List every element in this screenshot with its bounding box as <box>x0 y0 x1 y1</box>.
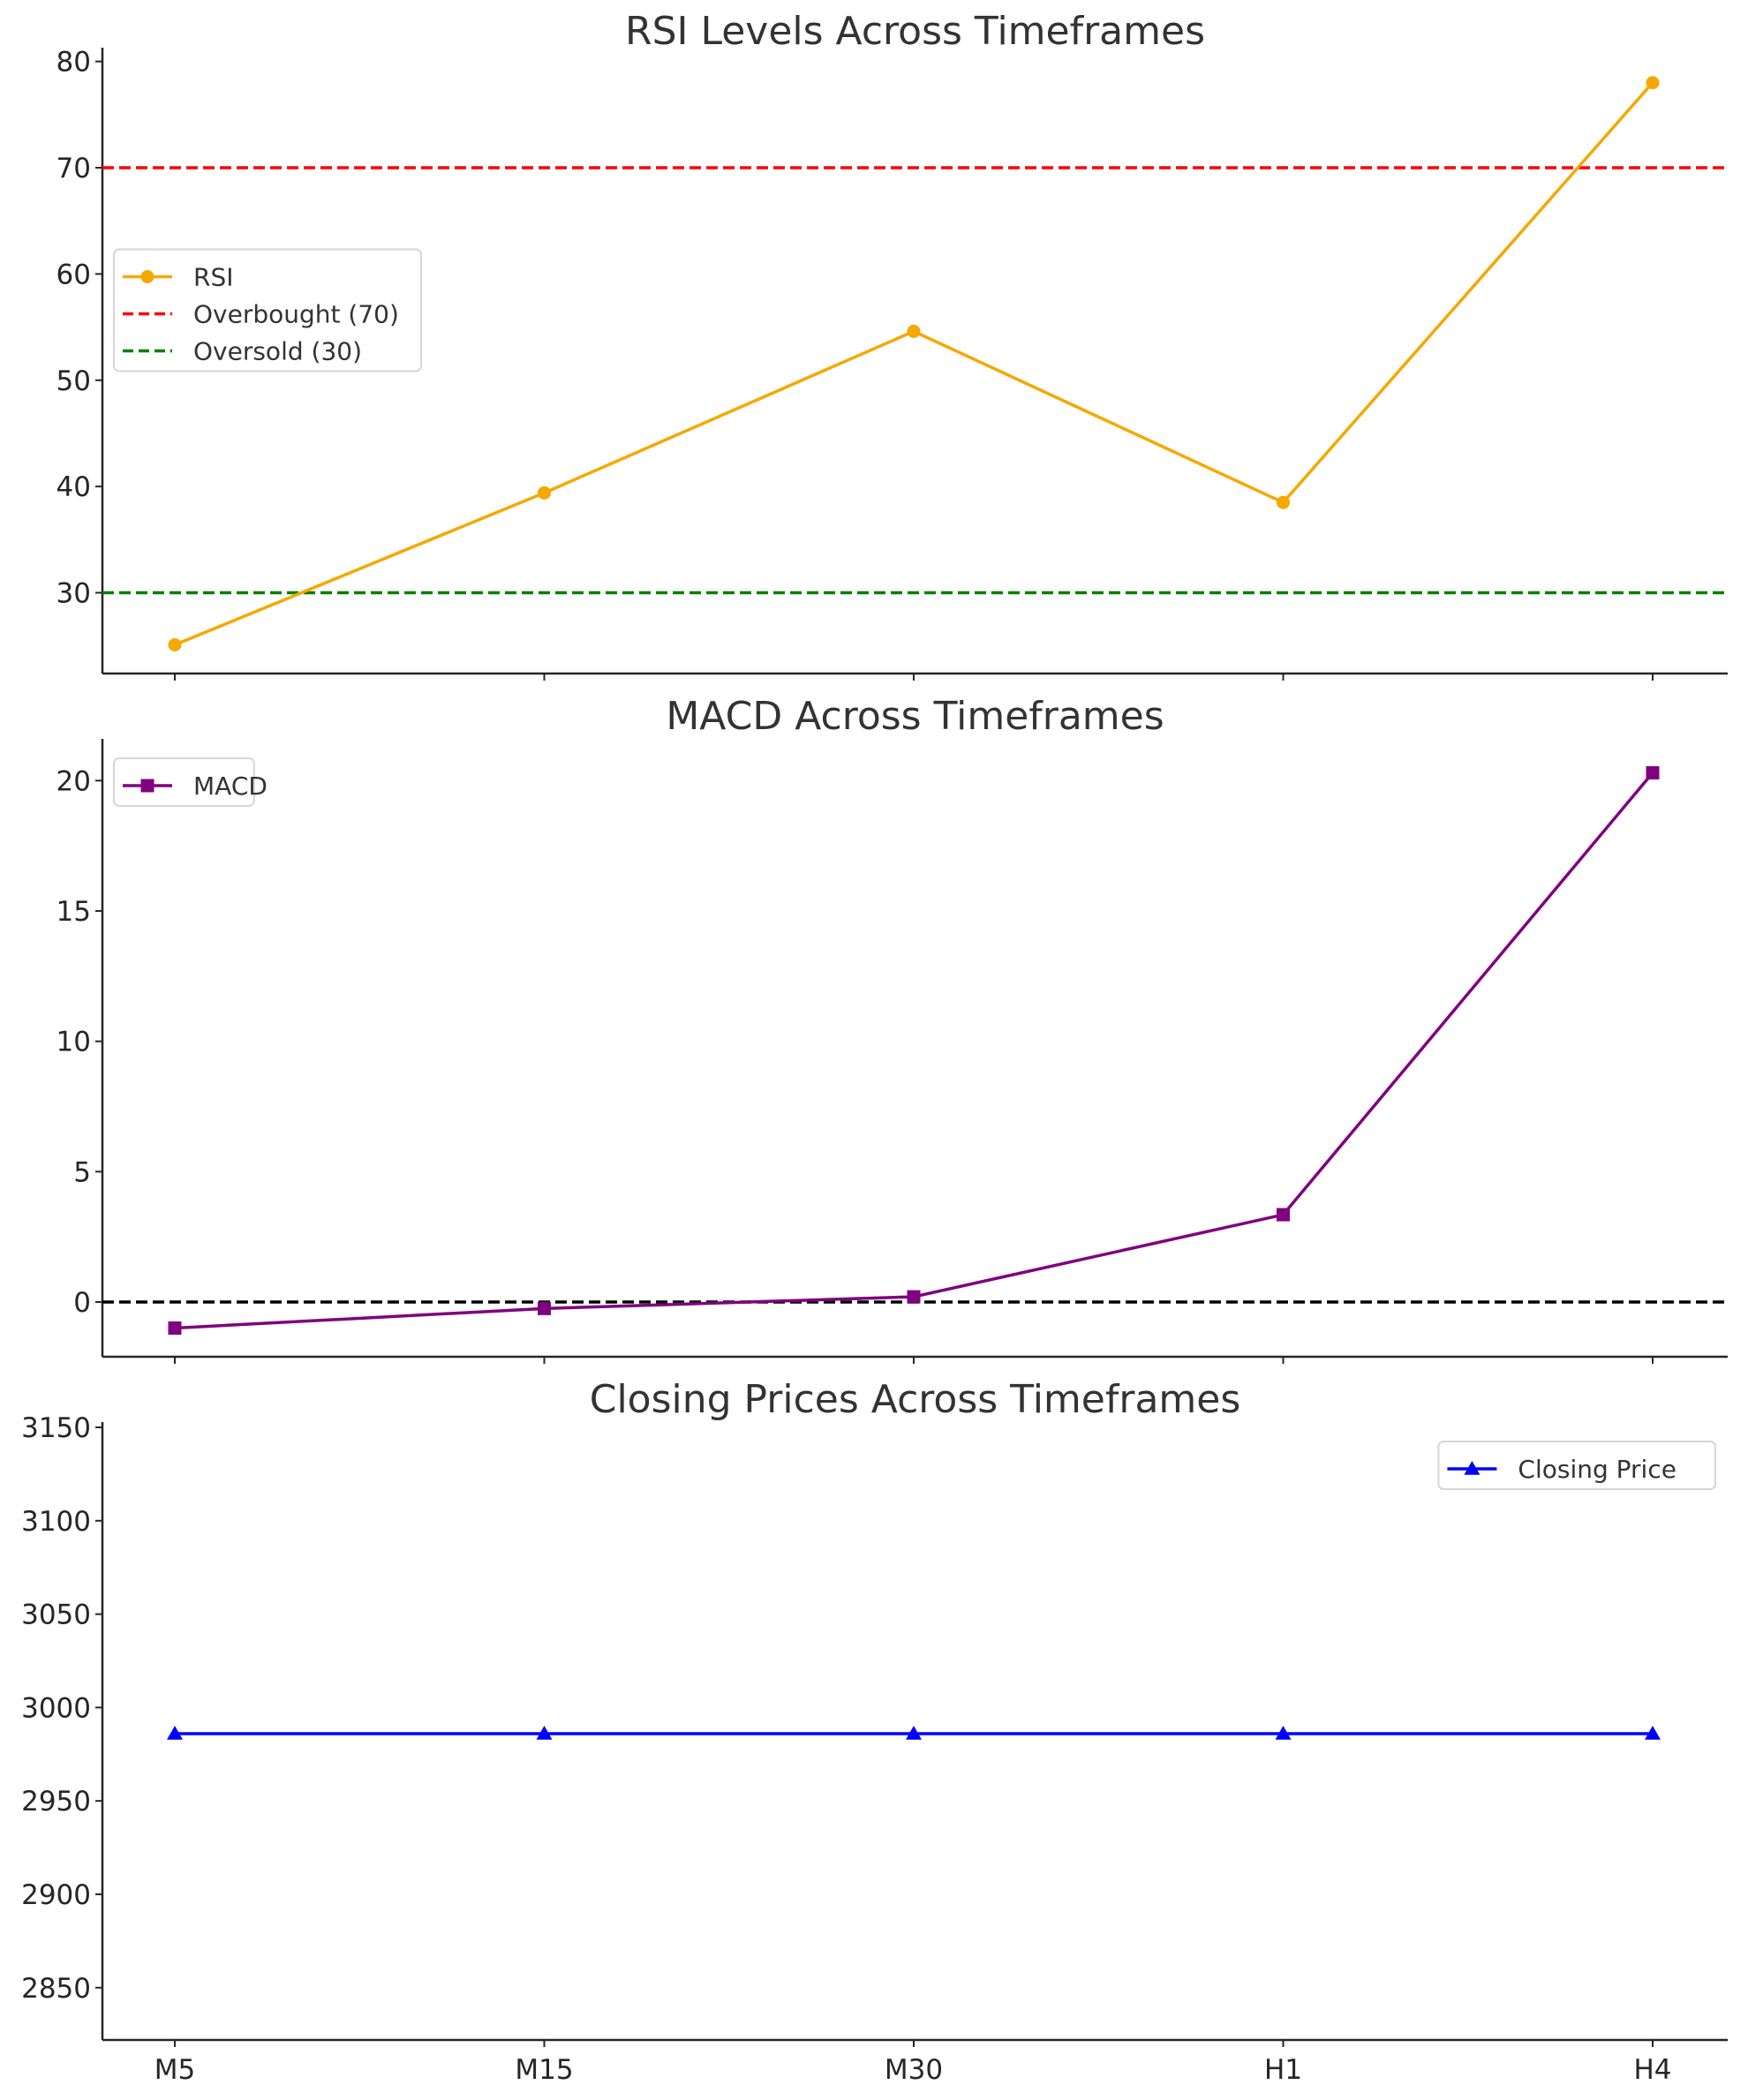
y-tick-label: 40 <box>57 471 91 503</box>
y-tick-label: 5 <box>73 1156 91 1188</box>
legend-marker <box>140 779 154 793</box>
data-point <box>168 1321 182 1336</box>
chart-title: Closing Prices Across Timeframes <box>590 1377 1241 1422</box>
legend-box <box>1437 1441 1717 1490</box>
chart-panel-2: MACD Across Timeframes 0 5 10 15 20 MACD <box>57 694 1728 1364</box>
x-tick-label: M30 <box>885 2054 943 2086</box>
data-point <box>1275 1726 1292 1740</box>
chart-legend: Closing Price <box>1437 1441 1717 1490</box>
legend-label: Oversold (30) <box>193 337 362 366</box>
y-tick-label: 3150 <box>21 1412 91 1444</box>
x-tick-label: M5 <box>154 2054 195 2086</box>
data-point <box>536 1726 553 1740</box>
y-tick-label: 3000 <box>21 1692 91 1724</box>
data-point <box>907 324 921 338</box>
y-tick-label: 15 <box>57 896 91 928</box>
legend-label: Overbought (70) <box>193 300 399 329</box>
y-tick-label: 2950 <box>21 1786 91 1818</box>
legend-marker <box>1464 1461 1481 1475</box>
legend-box <box>113 248 422 373</box>
data-point <box>167 1726 183 1740</box>
legend-marker <box>140 270 154 283</box>
x-tick-label: H4 <box>1633 2054 1671 2086</box>
data-point <box>1277 1208 1290 1222</box>
y-tick-label: 3100 <box>21 1506 91 1538</box>
chart-panel-1: RSI Levels Across Timeframes 30 40 50 60 70 80… <box>57 9 1728 681</box>
data-point <box>538 1301 551 1315</box>
y-tick-label: 2850 <box>21 1973 91 2005</box>
y-tick-label: 3050 <box>21 1599 91 1631</box>
x-tick-label: M15 <box>515 2054 573 2086</box>
chart-title: MACD Across Timeframes <box>666 694 1164 739</box>
legend-label: RSI <box>193 263 234 292</box>
legend-label: Closing Price <box>1518 1455 1676 1484</box>
chart-legend: RSI Overbought (70) Oversold (30) <box>113 248 422 373</box>
chart-panel-3: Closing Prices Across Timeframes 2850 2900… <box>21 1377 1728 2086</box>
y-tick-label: 10 <box>57 1027 91 1058</box>
y-tick-label: 0 <box>73 1287 91 1319</box>
y-tick-label: 20 <box>57 765 91 797</box>
y-tick-label: 2900 <box>21 1879 91 1911</box>
data-point <box>1645 1726 1661 1740</box>
data-point <box>906 1726 922 1740</box>
y-tick-label: 80 <box>57 47 91 79</box>
y-tick-label: 30 <box>57 578 91 610</box>
chart-title: RSI Levels Across Timeframes <box>625 9 1205 54</box>
legend-label: MACD <box>193 772 267 801</box>
data-point <box>907 1290 921 1304</box>
data-point <box>1646 765 1660 779</box>
y-tick-label: 70 <box>57 153 91 184</box>
data-point <box>538 485 551 500</box>
y-tick-label: 60 <box>57 259 91 290</box>
data-point <box>168 637 182 651</box>
chart-legend: MACD <box>113 757 267 807</box>
data-point <box>1277 495 1290 509</box>
legend-box <box>113 757 255 807</box>
data-point <box>1646 76 1660 90</box>
y-tick-label: 50 <box>57 365 91 397</box>
x-tick-label: H1 <box>1264 2054 1302 2086</box>
